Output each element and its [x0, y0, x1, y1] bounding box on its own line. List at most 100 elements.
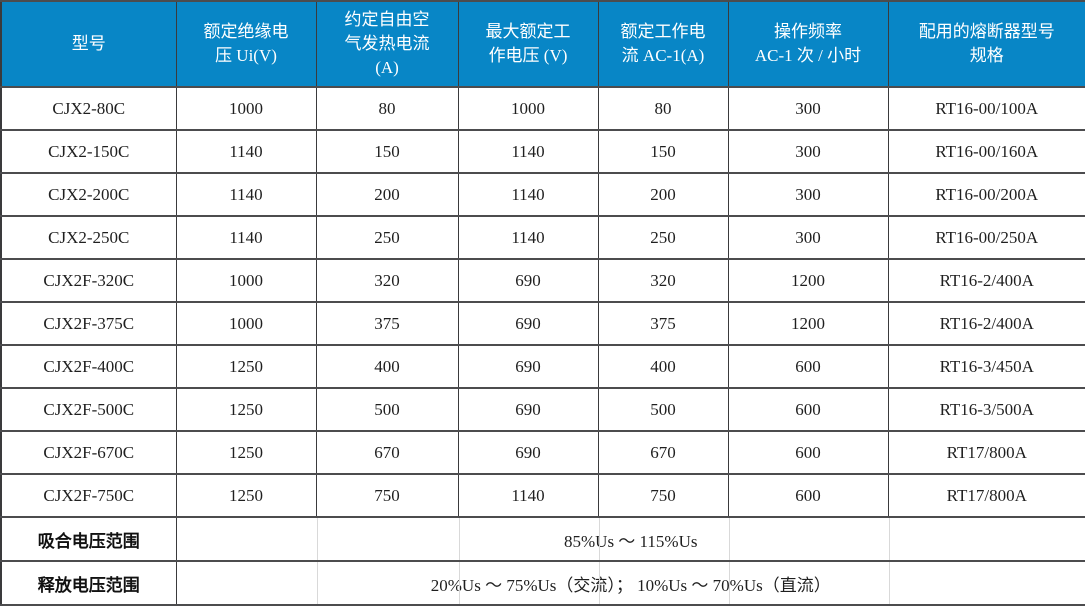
value-cell: 300: [727, 172, 889, 217]
value-cell: 500: [315, 387, 459, 432]
model-cell: CJX2F-400C: [0, 344, 177, 389]
value-cell: 400: [315, 344, 459, 389]
value-cell: 300: [727, 129, 889, 174]
fuse-cell: RT16-3/450A: [887, 344, 1085, 389]
value-cell: 690: [457, 387, 599, 432]
fuse-cell: RT16-3/500A: [887, 387, 1085, 432]
table-row: CJX2F-750C 1250 750 1140 750 600 RT17/80…: [0, 473, 1085, 518]
value-cell: 1140: [457, 215, 599, 260]
value-cell: 1000: [175, 258, 317, 303]
pickup-voltage-label: 吸合电压范围: [0, 516, 177, 562]
pickup-voltage-value: 85%Us ～ 115%Us: [175, 516, 1085, 562]
value-cell: 690: [457, 301, 599, 346]
value-cell: 80: [597, 86, 729, 131]
header-cell-insulation-voltage: 额定绝缘电 压 Ui(V): [175, 0, 317, 88]
value-cell: 600: [727, 430, 889, 475]
value-cell: 375: [597, 301, 729, 346]
value-cell: 690: [457, 430, 599, 475]
header-row: 型号 额定绝缘电 压 Ui(V) 约定自由空 气发热电流 (A) 最大额定工 作…: [0, 0, 1085, 88]
value-cell: 500: [597, 387, 729, 432]
model-cell: CJX2-80C: [0, 86, 177, 131]
release-voltage-label: 释放电压范围: [0, 560, 177, 606]
value-cell: 300: [727, 86, 889, 131]
value-cell: 320: [597, 258, 729, 303]
table-row: CJX2F-500C 1250 500 690 500 600 RT16-3/5…: [0, 387, 1085, 432]
table-row: CJX2F-670C 1250 670 690 670 600 RT17/800…: [0, 430, 1085, 475]
ghost-gridline: [888, 563, 890, 603]
ghost-gridline: [316, 563, 318, 603]
value-cell: 600: [727, 387, 889, 432]
value-cell: 1250: [175, 473, 317, 518]
header-cell-model: 型号: [0, 0, 177, 88]
value-cell: 1140: [175, 215, 317, 260]
value-cell: 670: [315, 430, 459, 475]
value-cell: 1140: [175, 172, 317, 217]
value-cell: 320: [315, 258, 459, 303]
table-row: CJX2F-320C 1000 320 690 320 1200 RT16-2/…: [0, 258, 1085, 303]
value-cell: 600: [727, 344, 889, 389]
value-cell: 375: [315, 301, 459, 346]
fuse-cell: RT16-00/160A: [887, 129, 1085, 174]
value-cell: 1140: [457, 129, 599, 174]
value-cell: 1250: [175, 344, 317, 389]
model-cell: CJX2-150C: [0, 129, 177, 174]
value-cell: 200: [315, 172, 459, 217]
model-cell: CJX2F-670C: [0, 430, 177, 475]
fuse-cell: RT17/800A: [887, 473, 1085, 518]
value-cell: 150: [315, 129, 459, 174]
value-cell: 1140: [457, 473, 599, 518]
value-cell: 1200: [727, 301, 889, 346]
fuse-cell: RT16-00/250A: [887, 215, 1085, 260]
value-cell: 1200: [727, 258, 889, 303]
value-cell: 750: [597, 473, 729, 518]
model-cell: CJX2-200C: [0, 172, 177, 217]
value-cell: 1000: [175, 301, 317, 346]
value-cell: 400: [597, 344, 729, 389]
model-cell: CJX2F-500C: [0, 387, 177, 432]
table-header: 型号 额定绝缘电 压 Ui(V) 约定自由空 气发热电流 (A) 最大额定工 作…: [0, 0, 1085, 88]
fuse-cell: RT16-00/100A: [887, 86, 1085, 131]
table-row: CJX2-80C 1000 80 1000 80 300 RT16-00/100…: [0, 86, 1085, 131]
value-cell: 690: [457, 258, 599, 303]
ghost-gridline: [458, 519, 460, 559]
value-cell: 1250: [175, 430, 317, 475]
fuse-cell: RT16-00/200A: [887, 172, 1085, 217]
value-cell: 1250: [175, 387, 317, 432]
value-cell: 670: [597, 430, 729, 475]
header-cell-fuse-spec: 配用的熔断器型号 规格: [887, 0, 1085, 88]
release-voltage-value: 20%Us ～ 75%Us（交流）； 10%Us ～ 70%Us（直流）: [175, 560, 1085, 606]
model-cell: CJX2-250C: [0, 215, 177, 260]
table-body: CJX2-80C 1000 80 1000 80 300 RT16-00/100…: [0, 86, 1085, 606]
fuse-cell: RT16-2/400A: [887, 301, 1085, 346]
pickup-voltage-row: 吸合电压范围 85%Us ～ 115%Us: [0, 516, 1085, 562]
fuse-cell: RT16-2/400A: [887, 258, 1085, 303]
table-row: CJX2-200C 1140 200 1140 200 300 RT16-00/…: [0, 172, 1085, 217]
model-cell: CJX2F-375C: [0, 301, 177, 346]
fuse-cell: RT17/800A: [887, 430, 1085, 475]
value-cell: 1140: [175, 129, 317, 174]
value-cell: 600: [727, 473, 889, 518]
value-cell: 750: [315, 473, 459, 518]
value-cell: 250: [597, 215, 729, 260]
value-cell: 300: [727, 215, 889, 260]
value-cell: 690: [457, 344, 599, 389]
value-cell: 80: [315, 86, 459, 131]
header-cell-max-working-voltage: 最大额定工 作电压 (V): [457, 0, 599, 88]
ghost-gridline: [888, 519, 890, 559]
value-cell: 200: [597, 172, 729, 217]
value-cell: 1000: [175, 86, 317, 131]
release-voltage-row: 释放电压范围 20%Us ～ 75%Us（交流）； 10%Us ～ 70%Us（…: [0, 560, 1085, 606]
value-cell: 1000: [457, 86, 599, 131]
value-cell: 1140: [457, 172, 599, 217]
table-row: CJX2F-400C 1250 400 690 400 600 RT16-3/4…: [0, 344, 1085, 389]
header-cell-operating-frequency: 操作频率 AC-1 次 / 小时: [727, 0, 889, 88]
table-row: CJX2-150C 1140 150 1140 150 300 RT16-00/…: [0, 129, 1085, 174]
ghost-gridline: [728, 519, 730, 559]
release-voltage-text: 20%Us ～ 75%Us（交流）； 10%Us ～ 70%Us（直流）: [430, 575, 831, 595]
ghost-gridline: [316, 519, 318, 559]
table-row: CJX2-250C 1140 250 1140 250 300 RT16-00/…: [0, 215, 1085, 260]
value-cell: 250: [315, 215, 459, 260]
pickup-voltage-text: 85%Us ～ 115%Us: [564, 531, 698, 551]
